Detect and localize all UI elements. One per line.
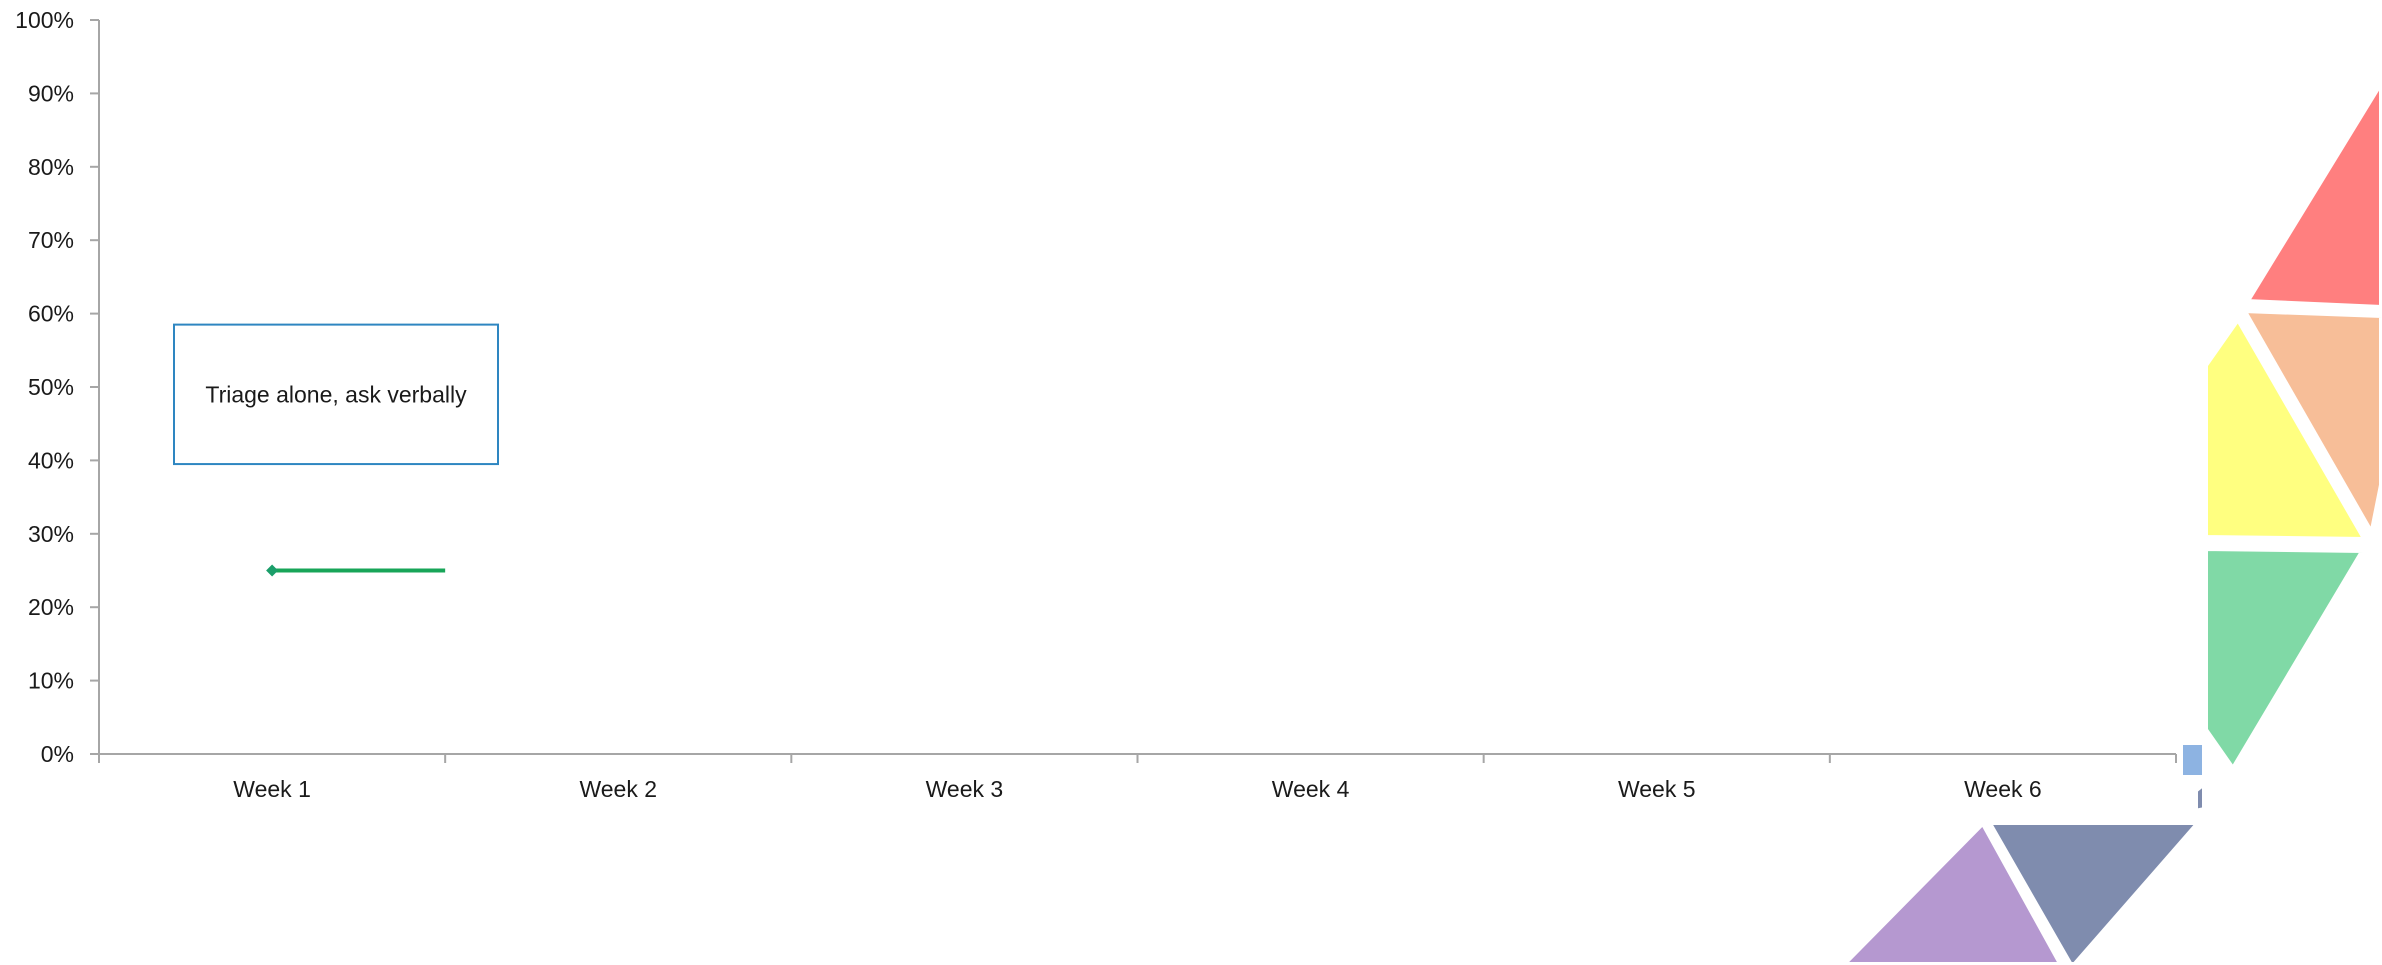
x-axis-ticks: Week 1 Week 2 Week 3 Week 4 Week 5 Week 6 (98, 754, 2177, 802)
y-tick-label: 40% (28, 447, 74, 473)
y-tick-label: 30% (28, 521, 74, 547)
y-tick-label: 60% (28, 301, 74, 327)
mosaic-triangle-slate-small (2192, 775, 2208, 816)
y-tick-label: 10% (28, 668, 74, 694)
x-tick-label: Week 4 (1272, 776, 1350, 802)
mosaic-triangle-blue (2177, 739, 2208, 781)
annotation-box (173, 323, 499, 466)
x-tick-label: Week 5 (1618, 776, 1696, 802)
mosaic-triangle-red (2240, 74, 2382, 312)
data-point-marker (266, 564, 279, 577)
x-tick-label: Week 2 (579, 776, 657, 802)
mosaic-triangle-green (2202, 544, 2370, 776)
annotation-layer: Triage alone, ask verbally (173, 323, 499, 466)
triangle-mosaic-decoration (1837, 74, 2382, 965)
x-tick-label: Week 3 (926, 776, 1004, 802)
y-tick-label: 70% (28, 227, 74, 253)
y-tick-label: 20% (28, 594, 74, 620)
y-tick-label: 0% (41, 741, 74, 767)
annotation-label: Triage alone, ask verbally (205, 381, 467, 407)
x-tick-label: Week 1 (233, 776, 311, 802)
x-tick-label: Week 6 (1964, 776, 2042, 802)
y-tick-label: 90% (28, 80, 74, 106)
mosaic-triangle-peach (2237, 306, 2382, 544)
mosaic-triangle-slate (1982, 819, 2207, 965)
y-tick-label: 100% (15, 7, 74, 33)
mosaic-triangle-purple (1837, 817, 2066, 965)
mosaic-triangle-yellow (2202, 312, 2372, 544)
series-layer (266, 564, 446, 577)
y-axis-ticks: 0% 10% 20% 30% 40% 50% 60% 70% 80% 90% 100% (15, 7, 99, 767)
y-tick-label: 80% (28, 154, 74, 180)
y-tick-label: 50% (28, 374, 74, 400)
